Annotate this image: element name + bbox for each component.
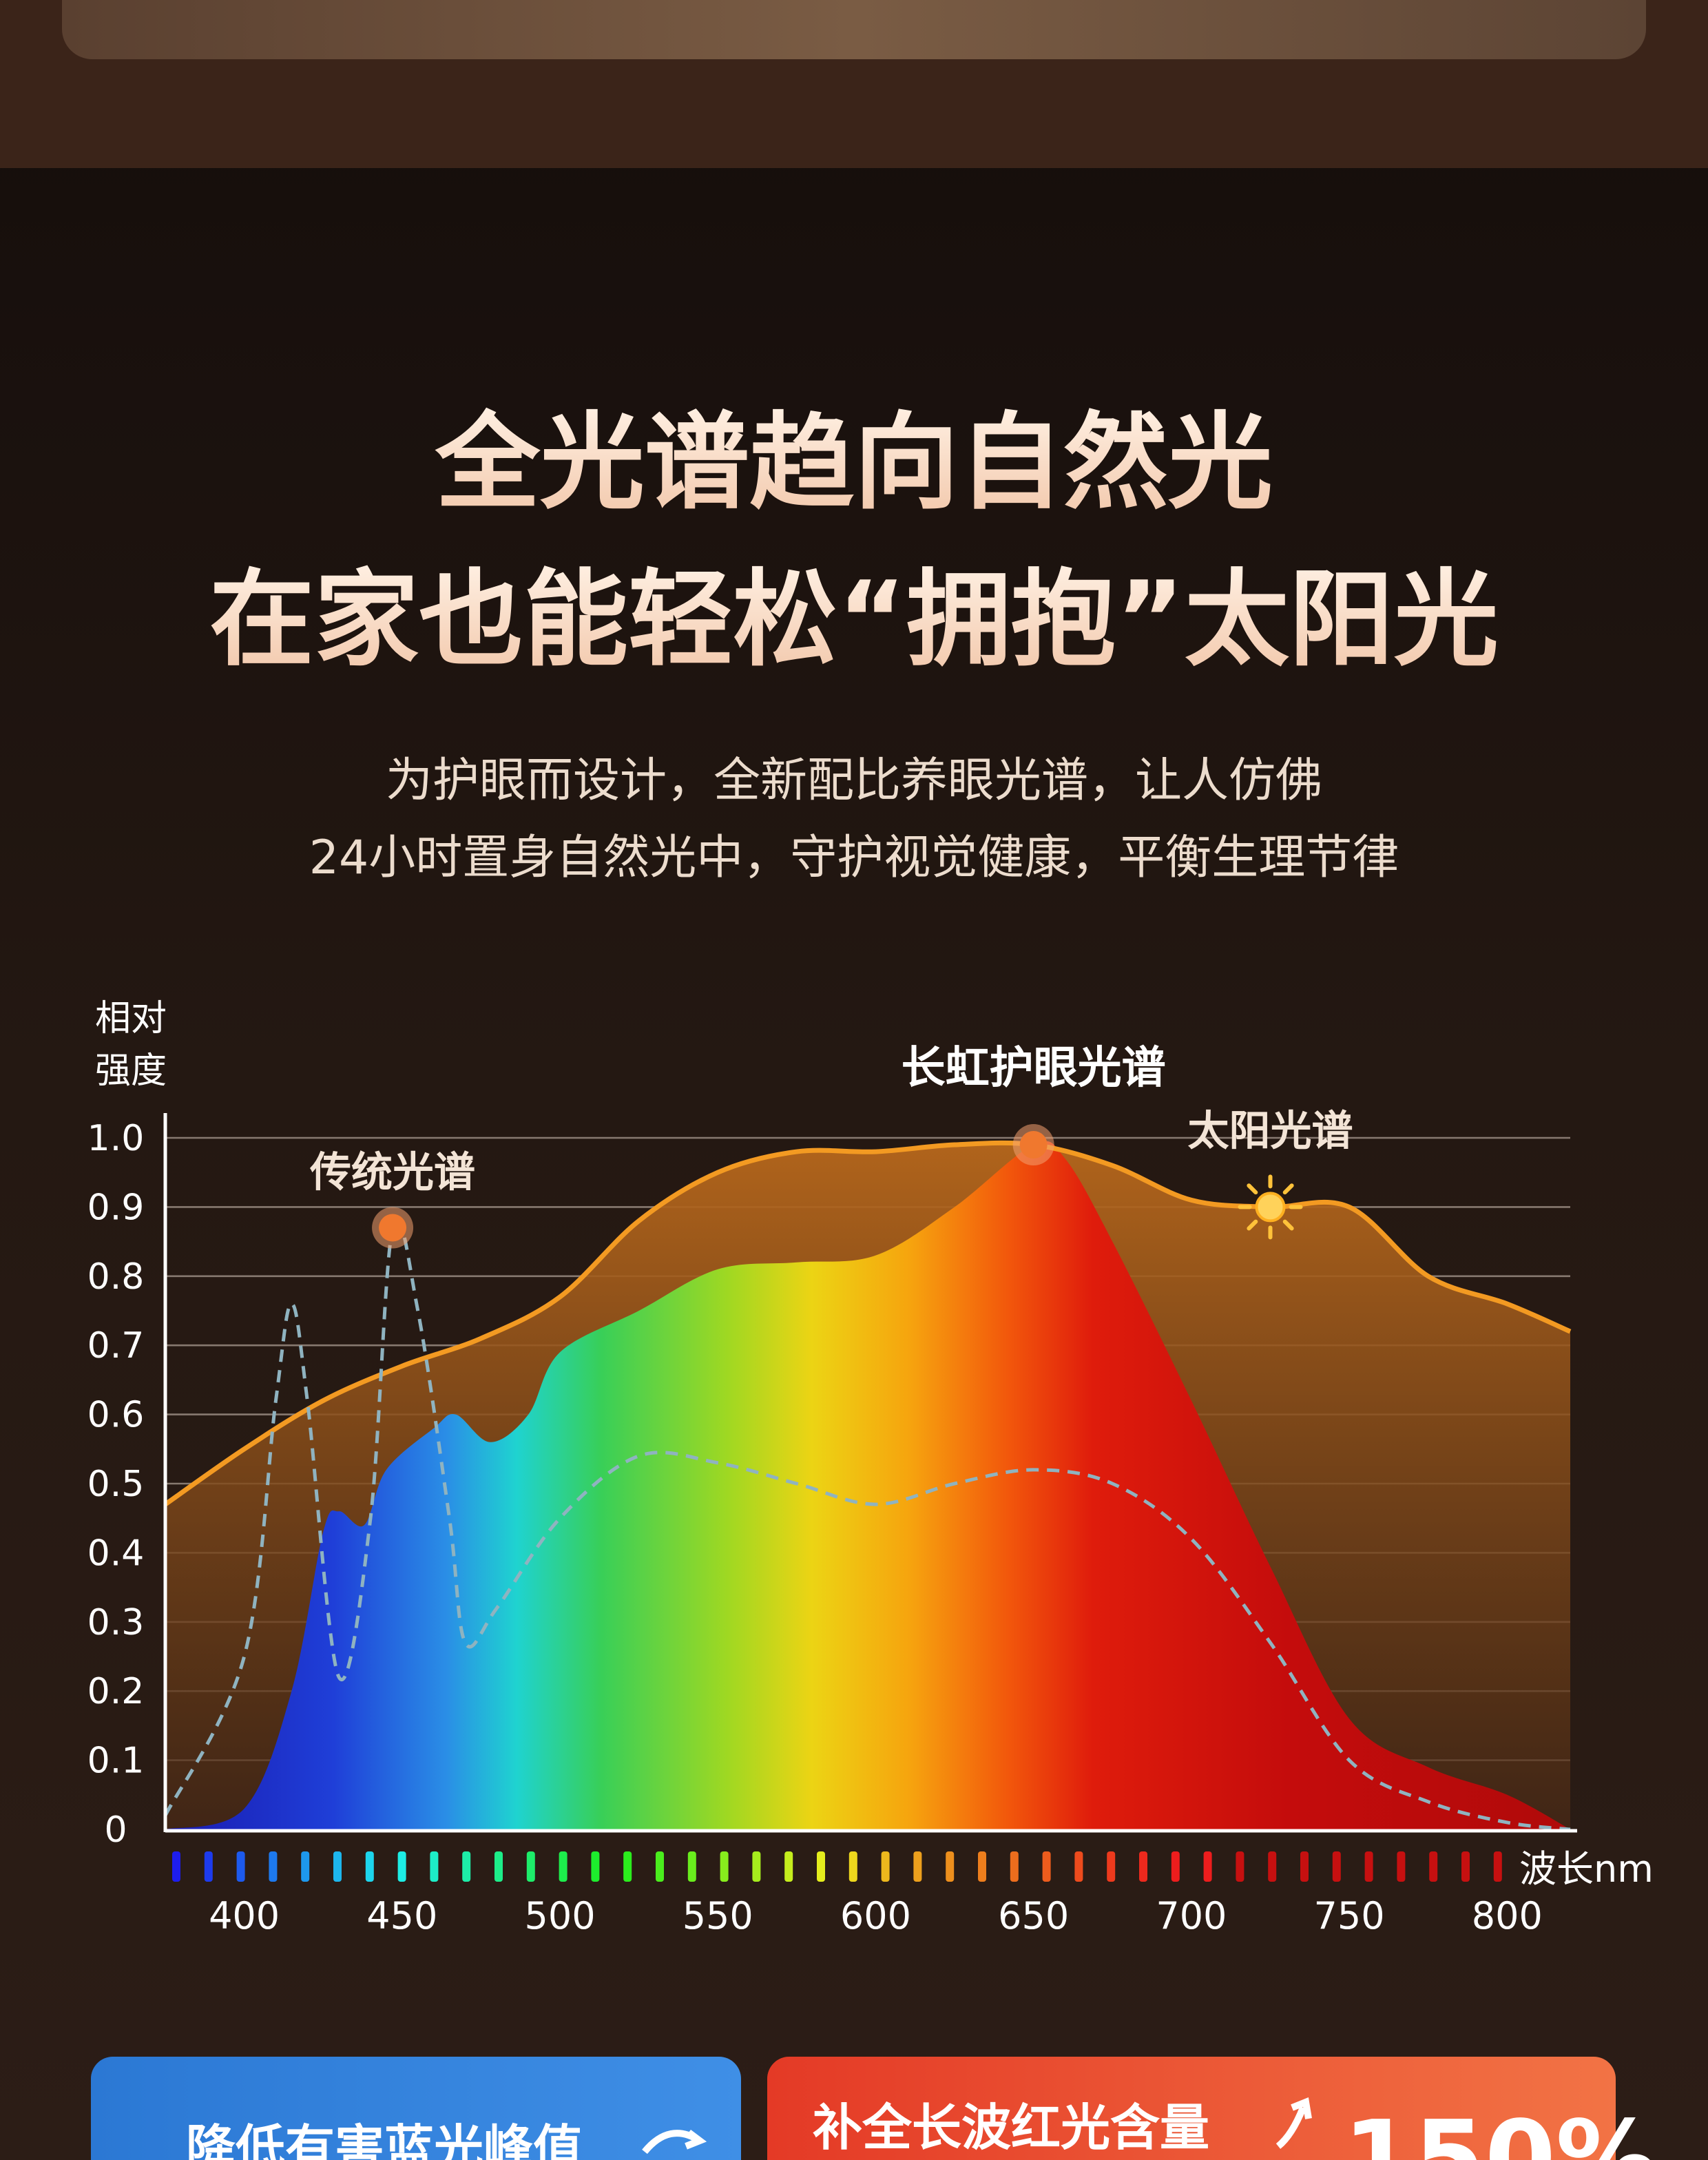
area <box>165 1141 1570 1829</box>
spectrum-dash <box>978 1851 986 1882</box>
x-tick-label: 750 <box>1314 1894 1385 1938</box>
y-tick-label: 0 <box>104 1809 127 1851</box>
spectrum-dash <box>1493 1851 1502 1882</box>
marker <box>1019 1131 1048 1159</box>
spectrum-dash <box>1429 1851 1438 1882</box>
x-tick-label: 700 <box>1156 1894 1227 1938</box>
sun-ray <box>1282 1183 1294 1195</box>
spectrum-dash <box>1332 1851 1341 1882</box>
arrow-icon <box>1275 2097 1312 2149</box>
subtitle: 24小时置身自然光中，守护视觉健康，平衡生理节律 <box>309 831 1399 885</box>
spectrum-dash <box>494 1851 503 1882</box>
photo-card <box>62 0 1646 59</box>
series-label: 太阳光谱 <box>1187 1107 1353 1155</box>
spectrum-dash <box>591 1851 600 1882</box>
spectrum-dash <box>333 1851 342 1882</box>
title: 在家也能轻松“拥抱”太阳光 <box>209 559 1499 681</box>
sun-ray <box>1247 1219 1258 1231</box>
line <box>163 1140 1572 1506</box>
y-tick-label: 0.3 <box>87 1602 145 1643</box>
arrow-icon <box>642 2130 707 2154</box>
spectrum-dash <box>365 1851 374 1882</box>
series-label: 长虹护眼光谱 <box>902 1043 1166 1094</box>
spectrum-dash <box>1364 1851 1373 1882</box>
spectrum-dash <box>784 1851 793 1882</box>
spectrum-dash <box>462 1851 471 1882</box>
y-tick-label: 0.4 <box>87 1533 145 1574</box>
y-tick-label: 0.8 <box>87 1256 145 1298</box>
sun-icon <box>1255 1192 1286 1223</box>
spectrum-dash <box>1203 1851 1212 1882</box>
spectrum-dash <box>1139 1851 1147 1882</box>
y-tick-label: 0.2 <box>87 1671 145 1712</box>
x-tick-label: 800 <box>1472 1894 1543 1938</box>
card <box>767 2057 1616 2160</box>
subtitle: 为护眼而设计，全新配比养眼光谱，让人仿佛 <box>386 754 1322 808</box>
spectrum-dash <box>236 1851 245 1882</box>
spectrum-dash <box>1397 1851 1406 1882</box>
spectrum-dash <box>397 1851 406 1882</box>
spectrum-dash <box>1171 1851 1180 1882</box>
y-tick-label: 0.7 <box>87 1325 145 1367</box>
spectrum-dash <box>687 1851 696 1882</box>
spectrum-dash <box>1074 1851 1083 1882</box>
series-label: 传统光谱 <box>309 1149 475 1197</box>
spectrum-dash <box>720 1851 729 1882</box>
spectrum-dash <box>172 1851 180 1882</box>
spectrum-dash <box>946 1851 955 1882</box>
sun-ray <box>1247 1183 1258 1195</box>
spectrum-dash <box>1042 1851 1051 1882</box>
y-tick-label: 0.6 <box>87 1395 145 1436</box>
spectrum-dash <box>848 1851 857 1882</box>
title: 全光谱趋向自然光 <box>435 402 1273 523</box>
y-axis-label: 相对 <box>95 998 167 1039</box>
spectrum-dash <box>1107 1851 1116 1882</box>
y-tick-label: 1.0 <box>87 1118 145 1159</box>
spectrum-dash <box>752 1851 761 1882</box>
y-axis-label: 强度 <box>95 1050 167 1092</box>
x-tick-label: 400 <box>209 1894 280 1938</box>
spectrum-dash <box>204 1851 213 1882</box>
spectrum-dash <box>1300 1851 1309 1882</box>
x-axis-label: 波长nm <box>1519 1847 1654 1891</box>
x-tick-label: 450 <box>366 1894 437 1938</box>
spectrum-dash <box>1010 1851 1019 1882</box>
x-tick-label: 650 <box>998 1894 1069 1938</box>
y-tick-label: 0.5 <box>87 1464 145 1505</box>
x-tick-label: 550 <box>683 1894 753 1938</box>
spectrum-dash <box>559 1851 567 1882</box>
marker <box>379 1214 407 1242</box>
x-tick-label: 600 <box>840 1894 911 1938</box>
line <box>163 1216 1571 1831</box>
spectrum-dash <box>526 1851 535 1882</box>
y-tick-label: 0.9 <box>87 1187 145 1228</box>
spectrum-dash <box>913 1851 922 1882</box>
spectrum-dash <box>1268 1851 1277 1882</box>
spectrum-dash <box>301 1851 310 1882</box>
spectrum-dash <box>656 1851 664 1882</box>
spectrum-dash <box>269 1851 278 1882</box>
card <box>91 2057 741 2160</box>
y-tick-label: 0.1 <box>87 1741 145 1782</box>
card-figure: 150% <box>1343 2099 1658 2160</box>
x-tick-label: 500 <box>524 1894 595 1938</box>
spectrum-dash <box>881 1851 890 1882</box>
spectrum-dash <box>623 1851 632 1882</box>
spectrum-dash <box>1236 1851 1244 1882</box>
sun-ray <box>1282 1219 1294 1231</box>
card-text: 降低有害蓝光峰值 <box>186 2119 583 2160</box>
card-text: 补全长波红光含量 <box>813 2099 1209 2157</box>
spectrum-dash <box>817 1851 825 1882</box>
spectrum-dash <box>1461 1851 1470 1882</box>
spectrum-dash <box>430 1851 439 1882</box>
